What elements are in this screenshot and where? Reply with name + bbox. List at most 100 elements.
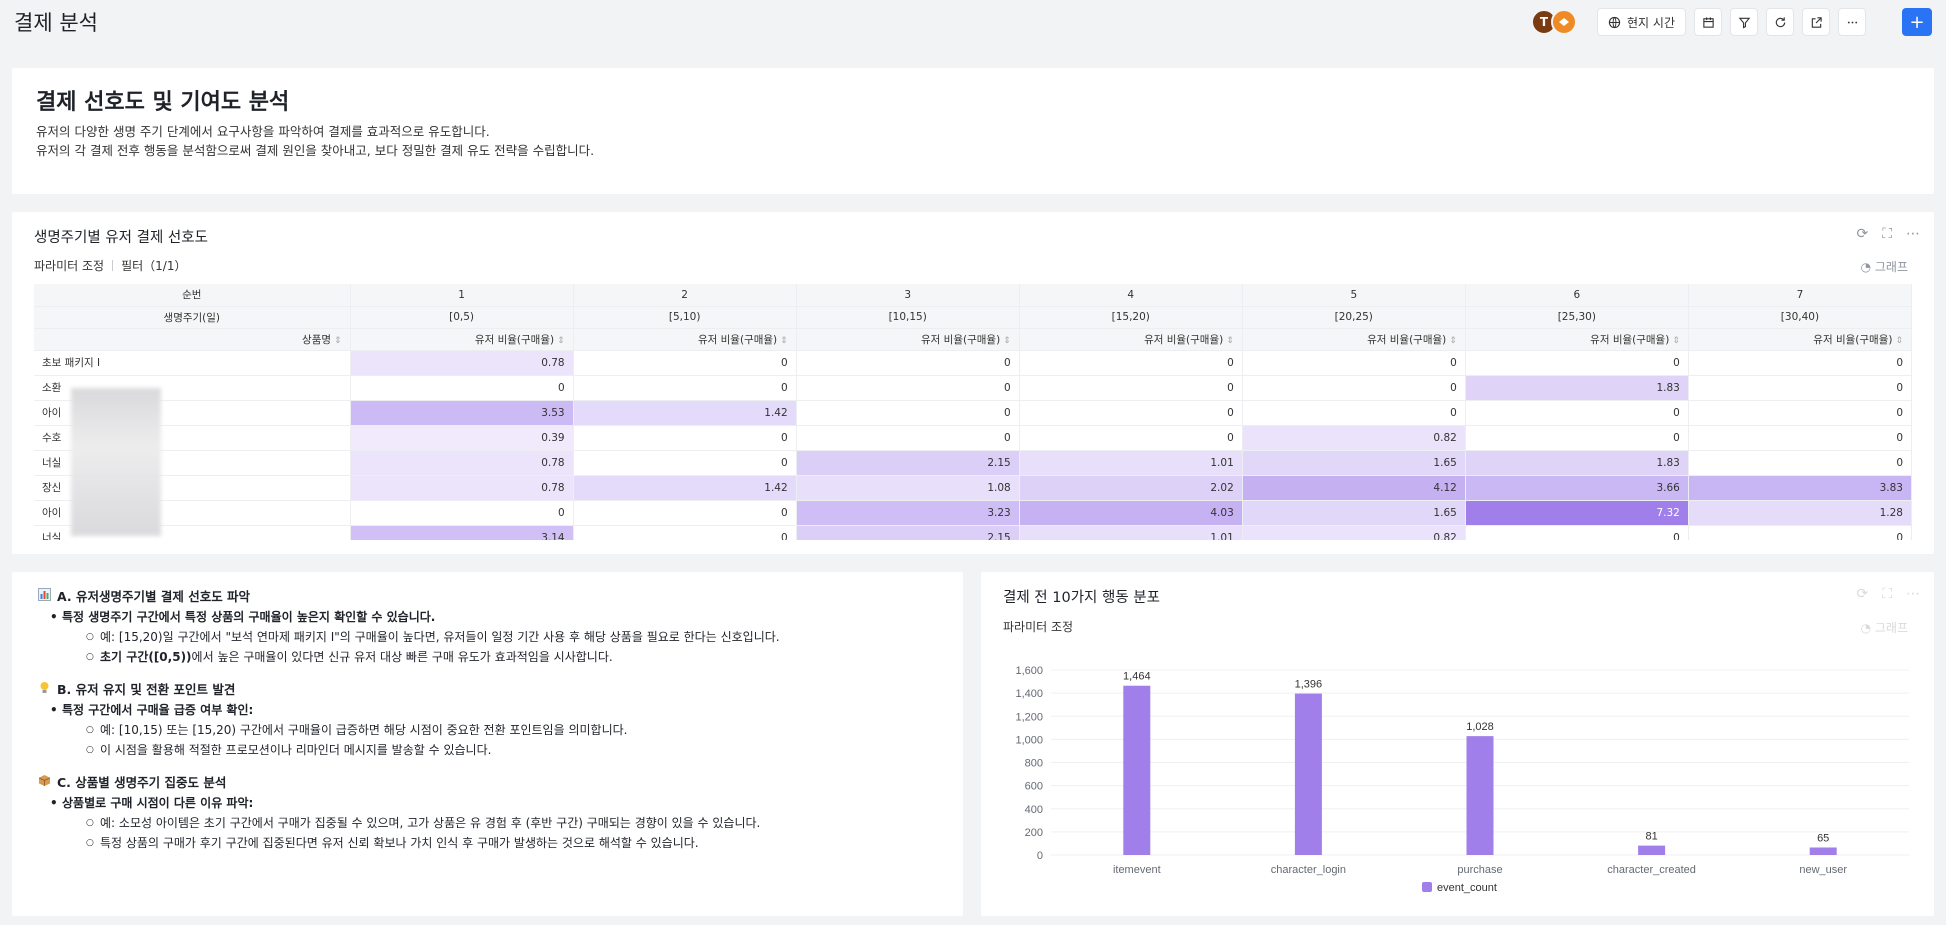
y-tick-label: 1,400	[1015, 688, 1043, 700]
filter-button[interactable]	[1730, 8, 1758, 36]
bar	[1809, 847, 1837, 855]
sort-icon[interactable]: ⇕	[557, 335, 565, 346]
value-cell: 0	[1688, 350, 1912, 376]
chart-param-row: 파라미터 조정	[1003, 618, 1073, 635]
metric-header[interactable]: 유저 비율(구매율) ⇕	[1019, 328, 1243, 351]
local-time-label: 현지 시간	[1627, 15, 1675, 30]
value-cell: 2.15	[796, 525, 1020, 540]
data-label: 81	[1645, 831, 1657, 843]
section-a-title: A. 유저생명주기별 결제 선호도 파악	[38, 586, 937, 605]
table-row[interactable]: 수호 0.39 0 0 0 0.82 0 0	[34, 425, 1912, 451]
header-actions: T 현지 시간 +	[1531, 8, 1932, 36]
fullscreen-icon[interactable]: ⛶	[1882, 586, 1892, 602]
bar-chart-icon	[38, 587, 51, 604]
value-cell: 0.39	[350, 425, 574, 451]
avatar-logo-icon[interactable]	[1551, 9, 1578, 35]
header-product-cell[interactable]: 상품명 ⇕	[34, 328, 351, 351]
value-cell: 1.65	[1242, 500, 1466, 526]
value-cell: 0	[1465, 425, 1689, 451]
add-button[interactable]: +	[1902, 8, 1932, 36]
pivot-table[interactable]: 순번 1 2 3 4 5 6 7 생명주기(일) [0,5) [5,10) [1…	[34, 284, 1912, 540]
sort-icon[interactable]: ⇕	[1449, 335, 1457, 346]
list-item: 특정 구간에서 구매율 급증 여부 확인: 예: [10,15) 또는 [15,…	[50, 701, 937, 760]
share-button[interactable]	[1802, 8, 1830, 36]
metric-label: 유저 비율(구매율)	[1590, 333, 1670, 346]
param-adjust-link[interactable]: 파라미터 조정	[1003, 620, 1074, 634]
value-cell: 2.15	[796, 450, 1020, 476]
table-row[interactable]: 너실 0.78 0 2.15 1.01 1.65 1.83 0	[34, 450, 1912, 476]
value-cell: 0	[1465, 400, 1689, 426]
more-icon[interactable]: ⋯	[1906, 226, 1920, 242]
sort-icon[interactable]: ⇕	[1672, 335, 1680, 346]
more-button[interactable]	[1838, 8, 1866, 36]
col-index: 2	[573, 284, 797, 307]
filter-icon	[1738, 17, 1750, 29]
table-row[interactable]: 장신 0.78 1.42 1.08 2.02 4.12 3.66 3.83	[34, 475, 1912, 501]
table-row[interactable]: 초보 패키지 I 0.78 0 0 0 0 0 0	[34, 350, 1912, 376]
param-adjust-link[interactable]: 파라미터 조정	[34, 259, 105, 273]
graph-toggle[interactable]: ◔ 그래프	[1861, 258, 1908, 275]
sort-icon[interactable]: ⇕	[334, 335, 342, 346]
chart-icon: ◔	[1860, 260, 1872, 274]
sort-icon[interactable]: ⇕	[1895, 335, 1903, 346]
value-cell: 0	[573, 450, 797, 476]
filter-link[interactable]: 필터（1/1）	[121, 259, 187, 273]
refresh-icon[interactable]: ⟳	[1856, 586, 1869, 602]
calendar-button[interactable]	[1694, 8, 1722, 36]
value-cell: 0	[573, 500, 797, 526]
section-b-title-text: B. 유저 유지 및 전환 포인트 발견	[57, 682, 236, 697]
avatar-group[interactable]: T	[1531, 9, 1578, 35]
col-range: [30,40)	[1688, 306, 1912, 329]
col-range: [15,20)	[1019, 306, 1243, 329]
metric-header[interactable]: 유저 비율(구매율) ⇕	[1465, 328, 1689, 351]
header-row-lifecycle: 생명주기(일) [0,5) [5,10) [10,15) [15,20) [20…	[34, 306, 1912, 329]
value-cell: 0	[1242, 400, 1466, 426]
value-cell: 2.02	[1019, 475, 1243, 501]
value-cell: 0	[1465, 525, 1689, 540]
value-cell: 0.78	[350, 450, 574, 476]
metric-header[interactable]: 유저 비율(구매율) ⇕	[1242, 328, 1466, 351]
more-icon[interactable]: ⋯	[1906, 586, 1920, 602]
value-cell: 1.08	[796, 475, 1020, 501]
y-tick-label: 1,600	[1015, 665, 1043, 677]
sort-icon[interactable]: ⇕	[1003, 335, 1011, 346]
value-cell: 1.28	[1688, 500, 1912, 526]
metric-header[interactable]: 유저 비율(구매율) ⇕	[1688, 328, 1912, 351]
table-row[interactable]: 너실 3.14 0 2.15 1.01 0.82 0 0	[34, 525, 1912, 540]
value-cell: 0.82	[1242, 425, 1466, 451]
section-c-title-text: C. 상품별 생명주기 집중도 분석	[57, 775, 227, 790]
table-card-title: 생명주기별 유저 결제 선호도	[34, 230, 208, 246]
value-cell: 0	[796, 400, 1020, 426]
metric-label: 유저 비율(구매율)	[474, 333, 555, 346]
table-row[interactable]: 소환 0 0 0 0 0 1.83 0	[34, 375, 1912, 401]
analysis-card: A. 유저생명주기별 결제 선호도 파악 특정 생명주기 구간에서 특정 상품의…	[12, 572, 963, 916]
more-icon	[1847, 21, 1857, 23]
bar-chart[interactable]: 0 200 400 600 800 1,000 1,200 1,400 1,600 1,464 it…	[981, 572, 1934, 916]
x-tick-label: purchase	[1457, 864, 1502, 876]
value-cell: 0	[1019, 375, 1243, 401]
metric-label: 유저 비율(구매율)	[921, 333, 1001, 346]
refresh-button[interactable]	[1766, 8, 1794, 36]
table-row[interactable]: 아이 3.53 1.42 0 0 0 0 0	[34, 400, 1912, 426]
fullscreen-icon[interactable]: ⛶	[1882, 226, 1892, 242]
package-icon	[38, 774, 51, 790]
sort-icon[interactable]: ⇕	[780, 335, 788, 346]
value-cell: 3.23	[796, 500, 1020, 526]
y-tick-label: 800	[1025, 758, 1043, 770]
value-cell: 4.12	[1242, 475, 1466, 501]
local-time-button[interactable]: 현지 시간	[1597, 8, 1686, 36]
col-index: 3	[796, 284, 1020, 307]
list-item: 상품별로 구매 시점이 다른 이유 파악: 예: 소모성 아이템은 초기 구간에…	[50, 794, 937, 853]
metric-header[interactable]: 유저 비율(구매율) ⇕	[350, 328, 574, 351]
section-a: A. 유저생명주기별 결제 선호도 파악 특정 생명주기 구간에서 특정 상품의…	[38, 586, 937, 667]
refresh-icon[interactable]: ⟳	[1856, 226, 1869, 242]
table-row[interactable]: 아이 0 0 3.23 4.03 1.65 7.32 1.28	[34, 500, 1912, 526]
metric-header[interactable]: 유저 비율(구매율) ⇕	[796, 328, 1020, 351]
section-a-point: 특정 생명주기 구간에서 특정 상품의 구매율이 높은지 확인할 수 있습니다.	[62, 610, 436, 624]
graph-toggle[interactable]: ◔ 그래프	[1861, 619, 1908, 636]
sort-icon[interactable]: ⇕	[1226, 335, 1234, 346]
header-row-metric: 상품명 ⇕ 유저 비율(구매율) ⇕ 유저 비율(구매율) ⇕ 유저 비율(구매율) ⇕…	[34, 328, 1912, 351]
col-range: [10,15)	[796, 306, 1020, 329]
page-title: 결제 분석	[14, 11, 98, 35]
metric-header[interactable]: 유저 비율(구매율) ⇕	[573, 328, 797, 351]
